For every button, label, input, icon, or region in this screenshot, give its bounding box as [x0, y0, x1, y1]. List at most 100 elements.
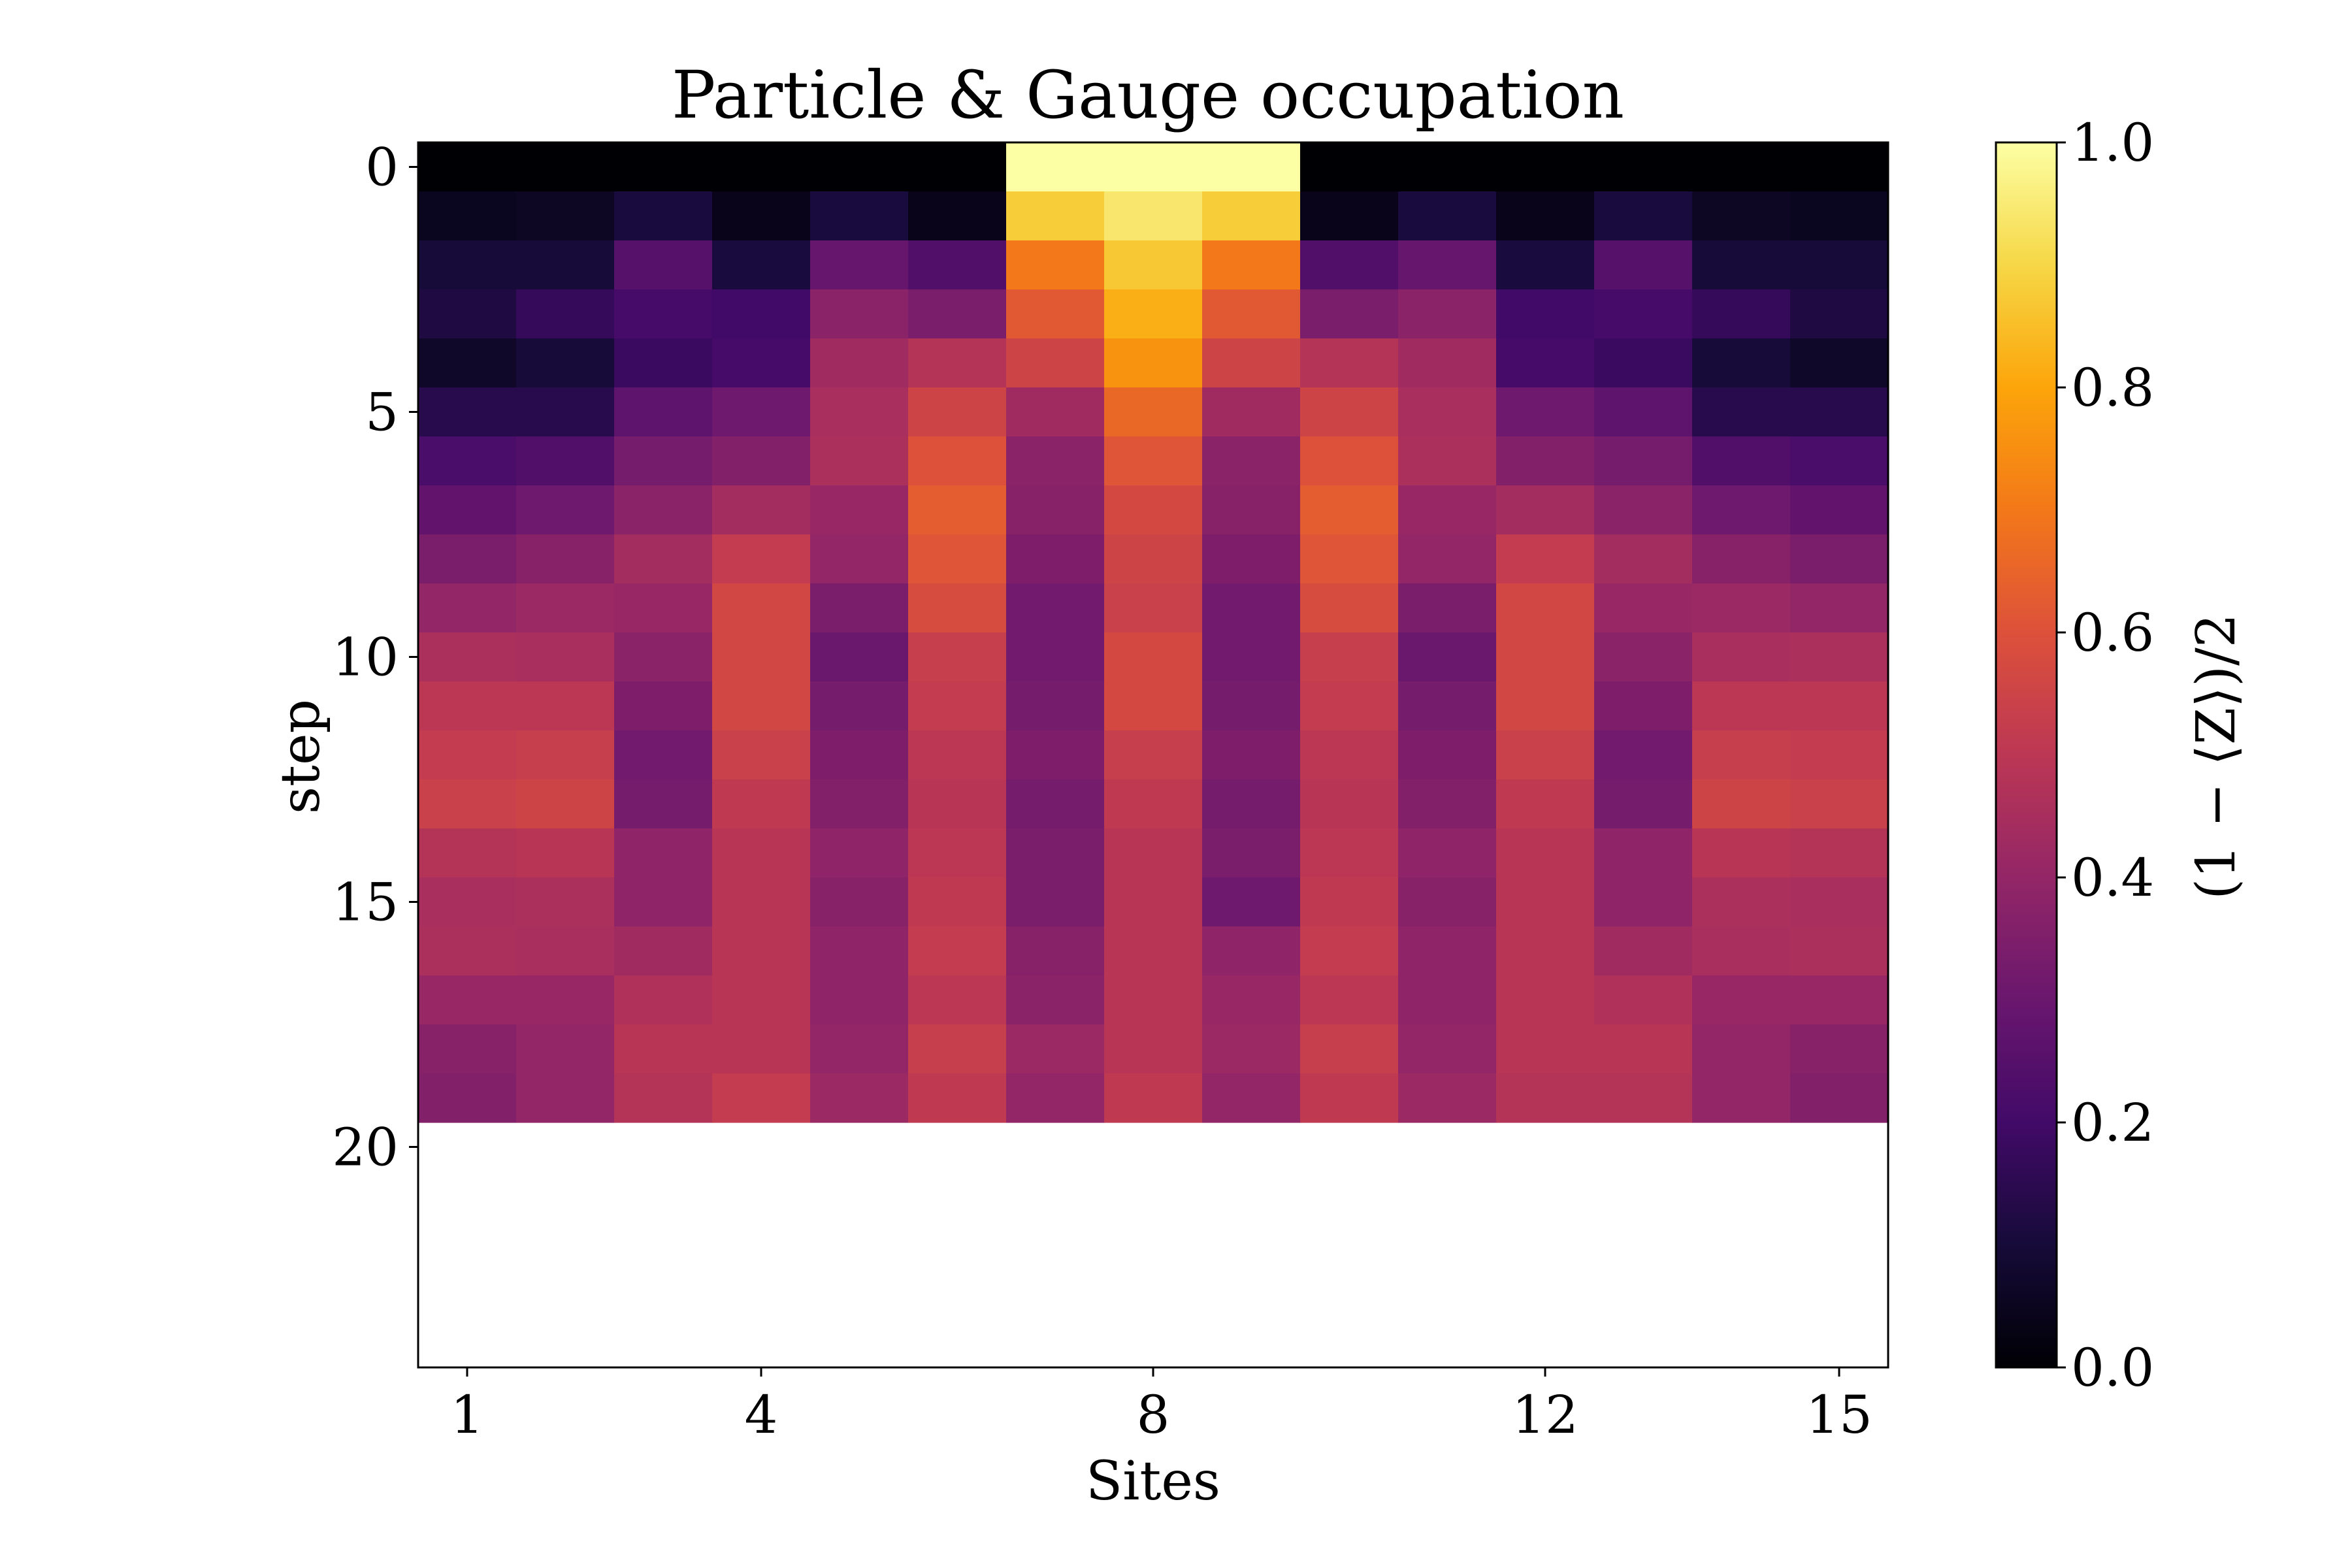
heatmap-cell: [614, 583, 713, 633]
heatmap-cell: [1202, 632, 1301, 682]
heatmap-cell: [1104, 926, 1203, 976]
heatmap-cell: [1594, 681, 1693, 731]
heatmap-cell: [1496, 1073, 1595, 1123]
heatmap-cell: [908, 240, 1007, 290]
heatmap-cell: [908, 730, 1007, 780]
heatmap-cell: [1496, 338, 1595, 388]
heatmap-cell: [908, 338, 1007, 388]
heatmap-cell: [1496, 534, 1595, 584]
heatmap-cell: [1398, 485, 1497, 535]
heatmap-cell: [1594, 632, 1693, 682]
colorbar-tick-label: 0.2: [2071, 1092, 2154, 1153]
heatmap-cell: [712, 1024, 811, 1074]
heatmap-cell: [1594, 534, 1693, 584]
heatmap-cell: [1300, 632, 1399, 682]
heatmap-cell: [614, 779, 713, 829]
heatmap-cell: [810, 191, 909, 241]
heatmap-cell: [1496, 191, 1595, 241]
heatmap-cell: [1496, 142, 1595, 192]
heatmap-cell: [614, 338, 713, 388]
heatmap-cell: [908, 877, 1007, 927]
heatmap-cell: [516, 1073, 615, 1123]
heatmap-cell: [1006, 338, 1105, 388]
heatmap-cell: [1300, 877, 1399, 927]
heatmap-cell: [516, 877, 615, 927]
heatmap-cell: [1594, 142, 1693, 192]
colorbar: [1995, 141, 2058, 1369]
heatmap-cell: [1006, 828, 1105, 878]
heatmap-cell: [1006, 1024, 1105, 1074]
heatmap-cell: [712, 877, 811, 927]
heatmap-cell: [1790, 975, 1889, 1025]
x-axis-label: Sites: [1086, 1450, 1220, 1512]
y-tick-label: 5: [365, 382, 399, 443]
y-axis-ticks: 0 5 10 15 20: [332, 137, 418, 1178]
heatmap-cell: [1594, 485, 1693, 535]
heatmap-cell: [1202, 779, 1301, 829]
heatmap-cell: [1692, 338, 1791, 388]
heatmap-cell: [1790, 681, 1889, 731]
heatmap-cell: [1790, 730, 1889, 780]
heatmap-cell: [1496, 583, 1595, 633]
heatmap-cell: [516, 191, 615, 241]
colorbar-ticks: 0.0 0.2 0.4 0.6 0.8 1.0: [2057, 112, 2154, 1398]
heatmap-cell: [1790, 191, 1889, 241]
heatmap-cell: [1202, 436, 1301, 486]
heatmap-cell: [1692, 975, 1791, 1025]
heatmap-cell: [1594, 1024, 1693, 1074]
heatmap-cell: [908, 485, 1007, 535]
heatmap-cell: [1496, 436, 1595, 486]
heatmap-cell: [908, 779, 1007, 829]
heatmap-cell: [1202, 681, 1301, 731]
heatmap-cell: [418, 338, 517, 388]
heatmap-cell: [1006, 387, 1105, 437]
heatmap-cell: [1790, 779, 1889, 829]
colorbar-tick-label: 0.8: [2071, 357, 2154, 418]
heatmap-cell: [712, 485, 811, 535]
heatmap-cell: [1398, 289, 1497, 339]
heatmap-cell: [516, 583, 615, 633]
heatmap-cell: [908, 1073, 1007, 1123]
heatmap-cell: [712, 240, 811, 290]
y-tick-label: 10: [332, 627, 399, 688]
heatmap-cell: [810, 632, 909, 682]
heatmap-cell: [418, 779, 517, 829]
heatmap-cell: [1790, 1024, 1889, 1074]
x-axis-ticks: 1 4 8 12 15: [451, 1367, 1872, 1445]
heatmap-cell: [810, 1073, 909, 1123]
heatmap-cell: [1790, 338, 1889, 388]
heatmap-cell: [908, 1024, 1007, 1074]
heatmap-cell: [712, 338, 811, 388]
heatmap-cell: [1496, 632, 1595, 682]
heatmap-cell: [1594, 436, 1693, 486]
heatmap-cell: [1202, 485, 1301, 535]
heatmap-cell: [614, 828, 713, 878]
heatmap-cell: [1104, 436, 1203, 486]
heatmap-cell: [1104, 338, 1203, 388]
heatmap-cell: [1104, 485, 1203, 535]
heatmap-cell: [1594, 191, 1693, 241]
heatmap-cell: [1594, 583, 1693, 633]
heatmap-cell: [1496, 289, 1595, 339]
heatmap-cell: [1202, 1024, 1301, 1074]
heatmap-cell: [1104, 191, 1203, 241]
heatmap-cell: [1300, 289, 1399, 339]
heatmap-cell: [614, 926, 713, 976]
heatmap-cell: [1104, 289, 1203, 339]
heatmap-cell: [1202, 240, 1301, 290]
heatmap-cell: [1202, 975, 1301, 1025]
heatmap-cell: [1496, 828, 1595, 878]
heatmap-cell: [516, 926, 615, 976]
heatmap-cell: [712, 142, 811, 192]
heatmap-cell: [1300, 975, 1399, 1025]
heatmap-cell: [1692, 534, 1791, 584]
y-axis-label: step: [270, 699, 332, 814]
heatmap-cell: [1692, 1024, 1791, 1074]
heatmap-cell: [1300, 1024, 1399, 1074]
heatmap-cell: [614, 681, 713, 731]
heatmap-cell: [1790, 534, 1889, 584]
heatmap-cell: [418, 681, 517, 731]
heatmap-cell: [516, 779, 615, 829]
heatmap-cell: [1692, 779, 1791, 829]
heatmap-cell: [1104, 730, 1203, 780]
